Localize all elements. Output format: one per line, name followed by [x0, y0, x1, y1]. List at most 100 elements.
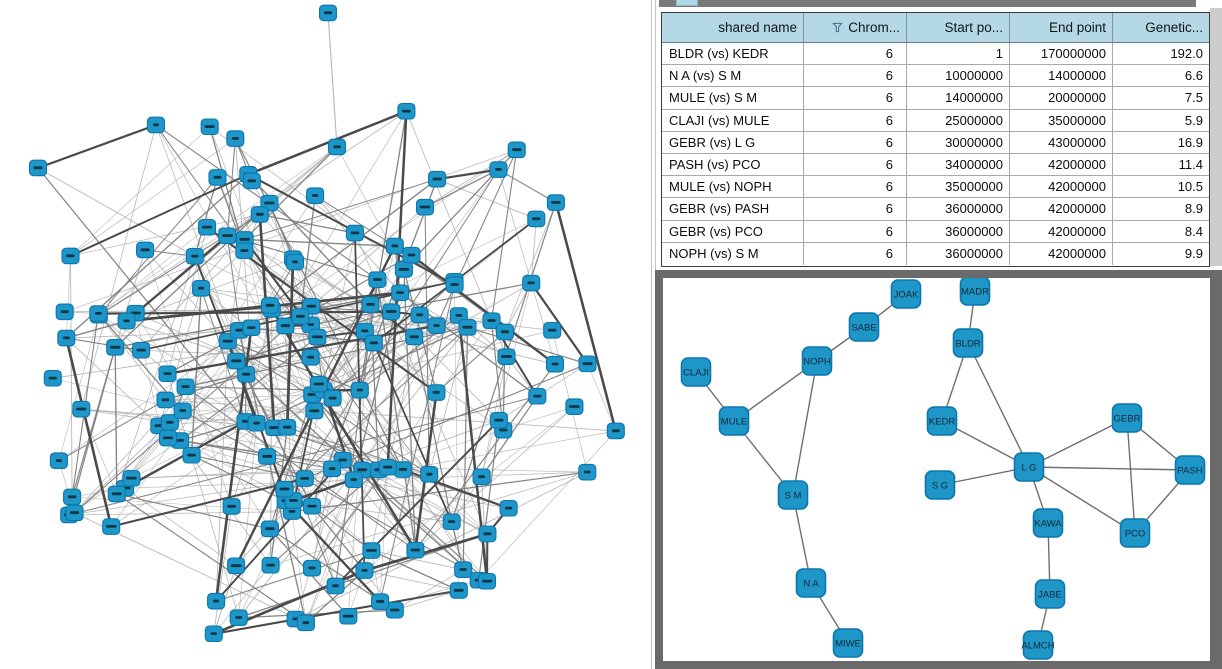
network-edge[interactable]	[424, 149, 517, 208]
table-cell[interactable]: 6	[804, 65, 907, 87]
table-cell[interactable]: 192.0	[1170, 46, 1203, 62]
table-cell[interactable]: 11.4	[1178, 157, 1203, 173]
table-row[interactable]: GEBR (vs) PASH 6 36000000 42000000 8.9	[662, 198, 1209, 221]
table-cell[interactable]: GEBR (vs) L G	[662, 131, 804, 153]
network-edge[interactable]	[258, 214, 276, 428]
network-node[interactable]	[63, 488, 82, 506]
network-edge[interactable]	[364, 532, 488, 572]
network-node[interactable]: BLDR	[952, 328, 984, 358]
table-cell[interactable]: 42000000	[1010, 220, 1113, 242]
table-cell[interactable]: 16.9	[1177, 134, 1203, 150]
network-edge[interactable]	[376, 279, 417, 551]
network-node[interactable]	[72, 400, 91, 418]
column-header-genetic[interactable]: Genetic...	[1113, 13, 1209, 42]
column-header-chrom[interactable]: Chrom...	[804, 13, 907, 42]
network-node[interactable]	[427, 384, 446, 401]
table-cell[interactable]: 6	[804, 131, 907, 153]
network-edge[interactable]	[167, 324, 437, 375]
network-node[interactable]	[489, 161, 508, 178]
network-edge[interactable]	[114, 347, 118, 495]
main-network-view[interactable]	[0, 0, 651, 669]
network-edge[interactable]	[65, 255, 71, 339]
network-edge[interactable]	[371, 550, 381, 602]
network-edge[interactable]	[436, 168, 499, 181]
network-edge[interactable]	[231, 423, 258, 507]
network-node[interactable]	[478, 525, 497, 543]
network-node[interactable]	[106, 339, 125, 356]
network-edge[interactable]	[238, 609, 395, 619]
network-node[interactable]	[428, 170, 447, 188]
network-edge[interactable]	[394, 569, 464, 611]
table-cell[interactable]: PASH (vs) PCO	[662, 153, 804, 176]
network-node[interactable]	[176, 378, 195, 396]
network-node[interactable]	[543, 322, 562, 339]
table-cell[interactable]: CLAJI (vs) MULE	[662, 109, 804, 131]
network-node[interactable]: JOAK	[890, 279, 922, 309]
network-node[interactable]: PCO	[1119, 518, 1151, 548]
network-edge[interactable]	[285, 169, 499, 502]
network-edge[interactable]	[190, 288, 202, 456]
network-edge[interactable]	[436, 178, 537, 220]
network-node[interactable]	[427, 317, 446, 334]
network-node[interactable]	[122, 469, 141, 487]
network-node[interactable]	[43, 369, 62, 387]
network-node[interactable]	[350, 381, 369, 399]
network-node[interactable]	[237, 366, 256, 383]
network-node[interactable]: GEBR	[1111, 403, 1143, 433]
network-node[interactable]	[318, 4, 338, 22]
network-node[interactable]: SABE	[848, 312, 880, 342]
table-cell[interactable]: 6	[804, 87, 907, 109]
network-node[interactable]	[489, 411, 508, 429]
network-node[interactable]	[339, 607, 358, 625]
table-cell[interactable]: 6.6	[1184, 68, 1203, 84]
network-node[interactable]	[302, 559, 322, 577]
network-edge[interactable]	[74, 306, 312, 514]
table-row[interactable]: N A (vs) S M 6 10000000 14000000 6.6	[662, 65, 1209, 88]
network-edge[interactable]	[213, 506, 233, 634]
network-node[interactable]	[495, 323, 514, 341]
network-edge[interactable]	[284, 500, 381, 603]
network-edge[interactable]	[410, 254, 556, 366]
network-edge[interactable]	[98, 310, 392, 315]
table-cell[interactable]: 42000000	[1010, 198, 1113, 220]
network-node[interactable]	[397, 102, 416, 120]
network-node[interactable]	[361, 296, 380, 313]
network-edge[interactable]	[354, 233, 366, 571]
network-edge[interactable]	[967, 342, 1030, 468]
network-node[interactable]	[527, 210, 546, 228]
network-node[interactable]	[260, 297, 280, 314]
network-edge[interactable]	[37, 123, 157, 170]
network-edge[interactable]	[74, 422, 171, 514]
table-cell[interactable]: BLDR (vs) KEDR	[662, 43, 804, 65]
network-node[interactable]	[606, 422, 625, 440]
table-cell[interactable]: 36000000	[907, 242, 1010, 265]
table-cell[interactable]: 35000000	[907, 176, 1010, 198]
network-edge[interactable]	[209, 126, 246, 251]
network-node[interactable]	[385, 237, 404, 255]
table-row[interactable]: GEBR (vs) PCO 6 36000000 42000000 8.4	[662, 220, 1209, 243]
network-edge[interactable]	[269, 110, 407, 204]
network-node[interactable]	[136, 241, 155, 259]
table-cell[interactable]: 42000000	[1010, 153, 1113, 176]
network-edge[interactable]	[311, 505, 372, 552]
network-edge[interactable]	[66, 337, 160, 427]
network-node[interactable]	[227, 557, 246, 575]
network-edge[interactable]	[185, 386, 268, 457]
network-edge[interactable]	[251, 180, 296, 263]
network-edge[interactable]	[213, 589, 459, 635]
network-node[interactable]: PASH	[1174, 455, 1206, 485]
network-node[interactable]	[55, 303, 74, 321]
network-node[interactable]	[296, 614, 315, 632]
network-edge[interactable]	[504, 202, 557, 333]
network-edge[interactable]	[269, 203, 333, 399]
network-node[interactable]	[545, 355, 565, 373]
network-node[interactable]	[291, 308, 310, 325]
network-edge[interactable]	[314, 195, 396, 247]
network-node[interactable]	[242, 172, 261, 190]
table-cell[interactable]: 8.9	[1184, 201, 1203, 217]
network-edge[interactable]	[498, 169, 557, 204]
network-edge[interactable]	[530, 218, 537, 284]
network-node[interactable]	[578, 463, 597, 481]
table-cell[interactable]: 6	[804, 109, 907, 131]
network-node[interactable]	[227, 352, 246, 370]
